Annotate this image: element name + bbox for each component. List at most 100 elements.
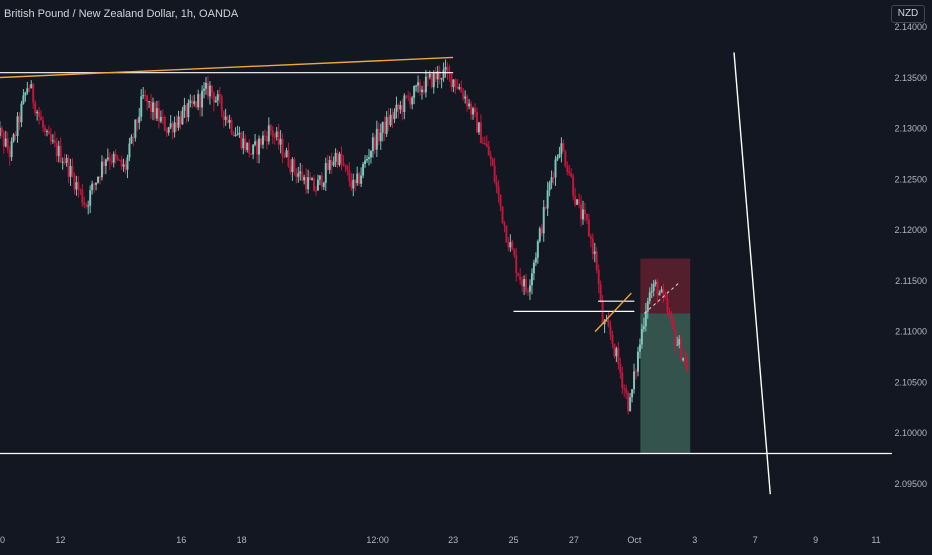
candle-body[interactable] [328, 160, 331, 170]
candle-body[interactable] [97, 176, 100, 183]
candle-body[interactable] [442, 69, 445, 79]
candle-body[interactable] [175, 122, 178, 128]
candle-body[interactable] [472, 108, 475, 115]
candle-body[interactable] [360, 175, 363, 184]
candle-body[interactable] [432, 72, 435, 88]
candle-body[interactable] [560, 143, 563, 155]
candle-body[interactable] [91, 183, 94, 191]
candle-body[interactable] [373, 137, 376, 150]
candle-body[interactable] [487, 146, 490, 156]
candle-body[interactable] [71, 166, 74, 175]
trendline[interactable] [0, 56, 454, 79]
candle-body[interactable] [379, 132, 382, 142]
candle-body[interactable] [330, 160, 333, 166]
candle-body[interactable] [652, 283, 655, 292]
candle-body[interactable] [578, 199, 581, 205]
candle-body[interactable] [387, 117, 390, 126]
candle-body[interactable] [499, 194, 502, 207]
candle-body[interactable] [424, 76, 427, 93]
candle-body[interactable] [220, 96, 223, 111]
candle-body[interactable] [621, 372, 624, 389]
candle-body[interactable] [281, 138, 284, 157]
candle-body[interactable] [576, 199, 579, 205]
candle-body[interactable] [210, 85, 213, 93]
candle-body[interactable] [153, 102, 156, 119]
candle-body[interactable] [181, 110, 184, 125]
candle-body[interactable] [59, 145, 62, 163]
candle-body[interactable] [609, 326, 612, 335]
candle-body[interactable] [199, 94, 202, 108]
candle-body[interactable] [187, 102, 190, 118]
candle-body[interactable] [40, 116, 43, 121]
candle-body[interactable] [348, 170, 351, 181]
candle-body[interactable] [656, 281, 659, 296]
candle-body[interactable] [534, 257, 537, 263]
candle-body[interactable] [636, 351, 639, 372]
candle-body[interactable] [214, 100, 217, 103]
candle-body[interactable] [148, 101, 151, 103]
candle-body[interactable] [85, 205, 88, 207]
candle-body[interactable] [599, 284, 602, 301]
candle-body[interactable] [513, 249, 516, 256]
candle-body[interactable] [63, 161, 66, 163]
candle-body[interactable] [318, 175, 321, 180]
candle-body[interactable] [179, 116, 182, 125]
candle-body[interactable] [49, 134, 52, 142]
candle-body[interactable] [399, 105, 402, 110]
candle-body[interactable] [191, 100, 194, 104]
candle-body[interactable] [114, 153, 117, 158]
candle-body[interactable] [428, 73, 431, 78]
candle-body[interactable] [69, 166, 72, 177]
candle-body[interactable] [30, 84, 33, 89]
candle-body[interactable] [646, 301, 649, 312]
candle-body[interactable] [684, 358, 687, 360]
candle-body[interactable] [523, 279, 526, 287]
candle-body[interactable] [536, 241, 539, 258]
candle-body[interactable] [38, 111, 41, 117]
candle-body[interactable] [587, 219, 590, 237]
candle-body[interactable] [320, 175, 323, 187]
candle-body[interactable] [456, 86, 459, 89]
candle-body[interactable] [342, 162, 345, 166]
candle-body[interactable] [585, 214, 588, 220]
candle-body[interactable] [566, 166, 569, 172]
candle-body[interactable] [307, 177, 310, 190]
candle-body[interactable] [607, 320, 610, 327]
candle-body[interactable] [299, 171, 302, 174]
candle-body[interactable] [595, 251, 598, 270]
candle-body[interactable] [440, 78, 443, 80]
candle-body[interactable] [32, 84, 35, 103]
candle-body[interactable] [163, 117, 166, 131]
candle-body[interactable] [509, 242, 512, 248]
candle-body[interactable] [87, 205, 90, 207]
candle-body[interactable] [501, 206, 504, 223]
candle-body[interactable] [591, 238, 594, 255]
candle-body[interactable] [138, 116, 141, 123]
candle-body[interactable] [173, 122, 176, 133]
candle-body[interactable] [104, 159, 107, 166]
candle-body[interactable] [224, 116, 227, 120]
candle-body[interactable] [660, 289, 663, 293]
candle-body[interactable] [6, 138, 9, 150]
candle-body[interactable] [580, 204, 583, 220]
candle-body[interactable] [519, 276, 522, 281]
candle-body[interactable] [391, 114, 394, 120]
candle-body[interactable] [246, 142, 249, 151]
candle-body[interactable] [44, 127, 47, 132]
candle-body[interactable] [371, 137, 374, 152]
candle-body[interactable] [73, 174, 76, 190]
candle-body[interactable] [232, 132, 235, 136]
candle-body[interactable] [542, 207, 545, 234]
candle-body[interactable] [377, 128, 380, 142]
candle-body[interactable] [466, 96, 469, 107]
candle-body[interactable] [627, 392, 630, 412]
candle-body[interactable] [53, 140, 56, 143]
candle-body[interactable] [22, 95, 25, 104]
candle-body[interactable] [546, 190, 549, 209]
candle-body[interactable] [313, 178, 316, 191]
candle-body[interactable] [680, 339, 683, 361]
candle-body[interactable] [481, 143, 484, 145]
candle-body[interactable] [155, 108, 158, 119]
candle-body[interactable] [116, 157, 119, 160]
candle-body[interactable] [658, 292, 661, 296]
